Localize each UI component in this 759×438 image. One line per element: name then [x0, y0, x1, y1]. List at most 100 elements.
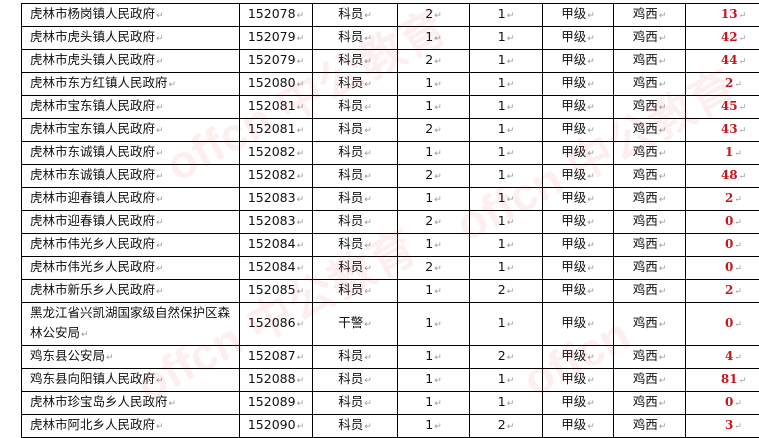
area-cell: 鸡西 [614, 415, 686, 438]
applicant-count-text: 48 [721, 168, 746, 182]
applicant-count-cell: 2 [686, 280, 759, 303]
quota-cell: 2 [398, 50, 470, 73]
position-code-cell: 152083 [240, 211, 313, 234]
applicant-count-text: 43 [721, 122, 746, 136]
ratio-cell: 1 [470, 211, 543, 234]
unit-name-cell: 虎林市伟光乡人民政府 [22, 234, 240, 257]
unit-name-text: 虎林市伟光乡人民政府 [30, 236, 164, 251]
table-row: 虎林市东方红镇人民政府152080科员11甲级鸡西2 [22, 73, 759, 96]
quota-text: 2 [425, 121, 442, 136]
level-text: 甲级 [561, 52, 595, 67]
area-text: 鸡西 [633, 236, 667, 251]
position-title-text: 科员 [338, 213, 372, 228]
table-row: 虎林市东诚镇人民政府152082科员21甲级鸡西48 [22, 165, 759, 188]
level-text: 甲级 [561, 394, 595, 409]
level-cell: 甲级 [543, 165, 614, 188]
quota-text: 1 [425, 394, 442, 409]
applicant-count-text: 4 [725, 349, 742, 363]
position-title-text: 干警 [338, 315, 372, 330]
ratio-text: 1 [498, 259, 515, 274]
ratio-text: 1 [498, 213, 515, 228]
position-title-text: 科员 [338, 52, 372, 67]
area-cell: 鸡西 [614, 346, 686, 369]
applicant-count-cell: 42 [686, 27, 759, 50]
unit-name-text: 虎林市宝东镇人民政府 [30, 98, 164, 113]
quota-cell: 2 [398, 119, 470, 142]
unit-name-text: 虎林市东诚镇人民政府 [30, 144, 164, 159]
quota-text: 1 [425, 190, 442, 205]
applicant-count-text: 0 [725, 260, 742, 274]
applicant-count-text: 2 [725, 283, 742, 297]
area-text: 鸡西 [633, 394, 667, 409]
quota-text: 1 [425, 371, 442, 386]
position-code-cell: 152090 [240, 415, 313, 438]
quota-text: 1 [425, 348, 442, 363]
unit-name-cell: 虎林市东诚镇人民政府 [22, 165, 240, 188]
area-cell: 鸡西 [614, 142, 686, 165]
quota-cell: 1 [398, 303, 470, 346]
level-cell: 甲级 [543, 280, 614, 303]
quota-cell: 2 [398, 4, 470, 27]
position-title-text: 科员 [338, 6, 372, 21]
area-text: 鸡西 [633, 167, 667, 182]
area-text: 鸡西 [633, 29, 667, 44]
unit-name-text: 虎林市新乐乡人民政府 [30, 282, 164, 297]
level-cell: 甲级 [543, 119, 614, 142]
area-text: 鸡西 [633, 371, 667, 386]
level-text: 甲级 [561, 213, 595, 228]
position-code-cell: 152083 [240, 188, 313, 211]
position-title-cell: 科员 [313, 27, 398, 50]
area-cell: 鸡西 [614, 96, 686, 119]
quota-cell: 1 [398, 415, 470, 438]
quota-text: 2 [425, 259, 442, 274]
position-title-cell: 科员 [313, 415, 398, 438]
quota-text: 1 [425, 417, 442, 432]
position-code-text: 152078 [248, 6, 304, 21]
area-text: 鸡西 [633, 282, 667, 297]
ratio-cell: 1 [470, 142, 543, 165]
area-cell: 鸡西 [614, 119, 686, 142]
level-cell: 甲级 [543, 257, 614, 280]
area-cell: 鸡西 [614, 4, 686, 27]
ratio-cell: 1 [470, 369, 543, 392]
quota-cell: 2 [398, 257, 470, 280]
applicant-count-text: 3 [725, 418, 742, 432]
position-code-cell: 152085 [240, 280, 313, 303]
applicant-count-cell: 4 [686, 346, 759, 369]
position-title-text: 科员 [338, 394, 372, 409]
level-cell: 甲级 [543, 234, 614, 257]
level-text: 甲级 [561, 417, 595, 432]
position-code-cell: 152089 [240, 392, 313, 415]
position-title-text: 科员 [338, 282, 372, 297]
ratio-cell: 1 [470, 188, 543, 211]
level-text: 甲级 [561, 259, 595, 274]
area-text: 鸡西 [633, 417, 667, 432]
area-cell: 鸡西 [614, 392, 686, 415]
unit-name-cell: 虎林市珍宝岛乡人民政府 [22, 392, 240, 415]
unit-name-text: 虎林市伟光乡人民政府 [30, 259, 164, 274]
table-row: 虎林市宝东镇人民政府152081科员11甲级鸡西45 [22, 96, 759, 119]
ratio-cell: 1 [470, 73, 543, 96]
ratio-cell: 1 [470, 303, 543, 346]
area-cell: 鸡西 [614, 211, 686, 234]
position-code-text: 152082 [248, 144, 304, 159]
position-code-text: 152081 [248, 121, 304, 136]
quota-cell: 1 [398, 96, 470, 119]
position-title-text: 科员 [338, 167, 372, 182]
position-code-text: 152083 [248, 213, 304, 228]
ratio-cell: 1 [470, 27, 543, 50]
position-title-cell: 科员 [313, 165, 398, 188]
ratio-text: 1 [498, 29, 515, 44]
table-row: 虎林市伟光乡人民政府152084科员21甲级鸡西0 [22, 257, 759, 280]
area-cell: 鸡西 [614, 280, 686, 303]
position-code-text: 152085 [248, 282, 304, 297]
area-cell: 鸡西 [614, 50, 686, 73]
level-text: 甲级 [561, 75, 595, 90]
ratio-cell: 1 [470, 4, 543, 27]
unit-name-text: 虎林市珍宝岛乡人民政府 [30, 394, 176, 409]
quota-cell: 1 [398, 73, 470, 96]
quota-cell: 1 [398, 142, 470, 165]
quota-text: 1 [425, 144, 442, 159]
position-code-text: 152084 [248, 236, 304, 251]
ratio-text: 1 [498, 52, 515, 67]
